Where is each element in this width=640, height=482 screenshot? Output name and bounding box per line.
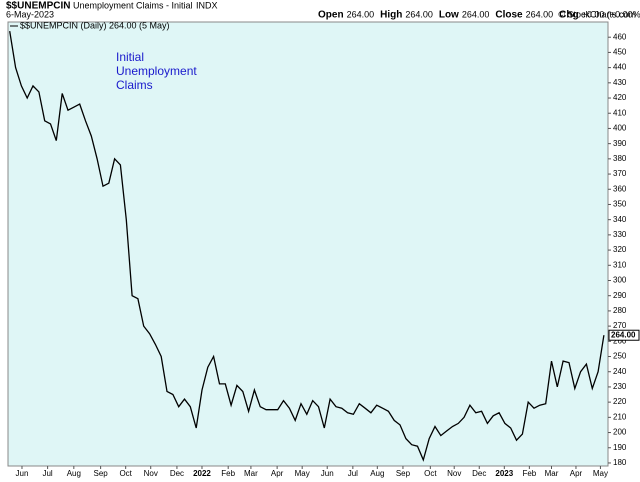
y-tick-label: 290 xyxy=(613,291,627,300)
y-tick-label: 440 xyxy=(613,63,627,72)
x-tick-label: Apr xyxy=(271,469,284,478)
annotation: Unemployment xyxy=(116,64,197,78)
y-tick-label: 280 xyxy=(613,306,627,315)
y-tick-label: 210 xyxy=(613,412,627,421)
y-tick-label: 410 xyxy=(613,108,627,117)
y-tick-label: 370 xyxy=(613,169,627,178)
ohlc-label: Open xyxy=(318,10,344,21)
y-tick-label: 340 xyxy=(613,215,627,224)
last-value-box xyxy=(608,329,640,341)
symbol: $$UNEMPCIN xyxy=(6,1,70,12)
x-tick-label: Dec xyxy=(170,469,184,478)
x-tick-label: Mar xyxy=(545,469,559,478)
y-tick-label: 180 xyxy=(613,458,627,467)
x-tick-label: Oct xyxy=(119,469,132,478)
y-tick-label: 200 xyxy=(613,428,627,437)
x-tick-label: Aug xyxy=(67,469,81,478)
x-tick-label: Oct xyxy=(424,469,437,478)
y-tick-label: 190 xyxy=(613,443,627,452)
x-tick-label: Dec xyxy=(472,469,486,478)
y-tick-label: 220 xyxy=(613,397,627,406)
x-tick-label: Jul xyxy=(42,469,52,478)
y-tick-label: 320 xyxy=(613,245,627,254)
x-tick-label: Nov xyxy=(447,469,461,478)
y-tick-label: 240 xyxy=(613,367,627,376)
x-tick-label: Apr xyxy=(570,469,583,478)
date: 6-May-2023 xyxy=(6,9,54,19)
y-tick-label: 350 xyxy=(613,200,627,209)
y-tick-label: 390 xyxy=(613,139,627,148)
x-tick-label: 2023 xyxy=(495,469,513,478)
y-tick-label: 270 xyxy=(613,321,627,330)
x-tick-label: Mar xyxy=(244,469,258,478)
x-tick-label: Aug xyxy=(370,469,384,478)
y-tick-label: 310 xyxy=(613,260,627,269)
y-tick-label: 230 xyxy=(613,382,627,391)
y-tick-label: 460 xyxy=(613,32,627,41)
series-line xyxy=(9,30,605,462)
y-tick-label: 380 xyxy=(613,154,627,163)
ohlc-value: +0.00 (+0.00%) xyxy=(582,9,640,19)
ohlc-value: 264.00 xyxy=(526,9,554,19)
x-tick-label: Feb xyxy=(221,469,235,478)
ohlc-label: Close xyxy=(495,10,523,21)
legend: $$UNEMPCIN (Daily) 264.00 (5 May) xyxy=(20,20,170,30)
plot-area xyxy=(7,21,609,467)
exchange: INDX xyxy=(196,0,218,10)
x-tick-label: Sep xyxy=(94,469,109,478)
x-tick-label: May xyxy=(593,469,608,478)
ohlc-value: 264.00 xyxy=(347,9,375,19)
y-tick-label: 400 xyxy=(613,124,627,133)
y-tick-label: 430 xyxy=(613,78,627,87)
x-tick-label: Jul xyxy=(348,469,358,478)
annotation: Claims xyxy=(116,78,153,92)
x-tick-label: 2022 xyxy=(193,469,211,478)
ohlc-value: 264.00 xyxy=(405,9,433,19)
x-tick-label: Jun xyxy=(321,469,334,478)
x-tick-label: Sep xyxy=(396,469,411,478)
y-tick-label: 300 xyxy=(613,276,627,285)
x-tick-label: Nov xyxy=(144,469,158,478)
credit: © StockCharts.com xyxy=(558,9,636,19)
y-tick-label: 330 xyxy=(613,230,627,239)
y-tick-label: 260 xyxy=(613,336,627,345)
x-tick-label: May xyxy=(295,469,310,478)
chart-title: Unemployment Claims - Initial xyxy=(73,0,193,10)
last-value-label: 264.00 xyxy=(611,330,636,339)
y-tick-label: 420 xyxy=(613,93,627,102)
ohlc-label: Low xyxy=(439,10,459,21)
y-tick-label: 450 xyxy=(613,48,627,57)
ohlc-label: High xyxy=(380,10,402,21)
x-tick-label: Feb xyxy=(522,469,536,478)
x-tick-label: Jun xyxy=(16,469,29,478)
y-tick-label: 250 xyxy=(613,352,627,361)
ohlc-value: 264.00 xyxy=(462,9,490,19)
ohlc-label: Chg xyxy=(559,10,578,21)
y-tick-label: 360 xyxy=(613,184,627,193)
annotation: Initial xyxy=(116,50,144,64)
